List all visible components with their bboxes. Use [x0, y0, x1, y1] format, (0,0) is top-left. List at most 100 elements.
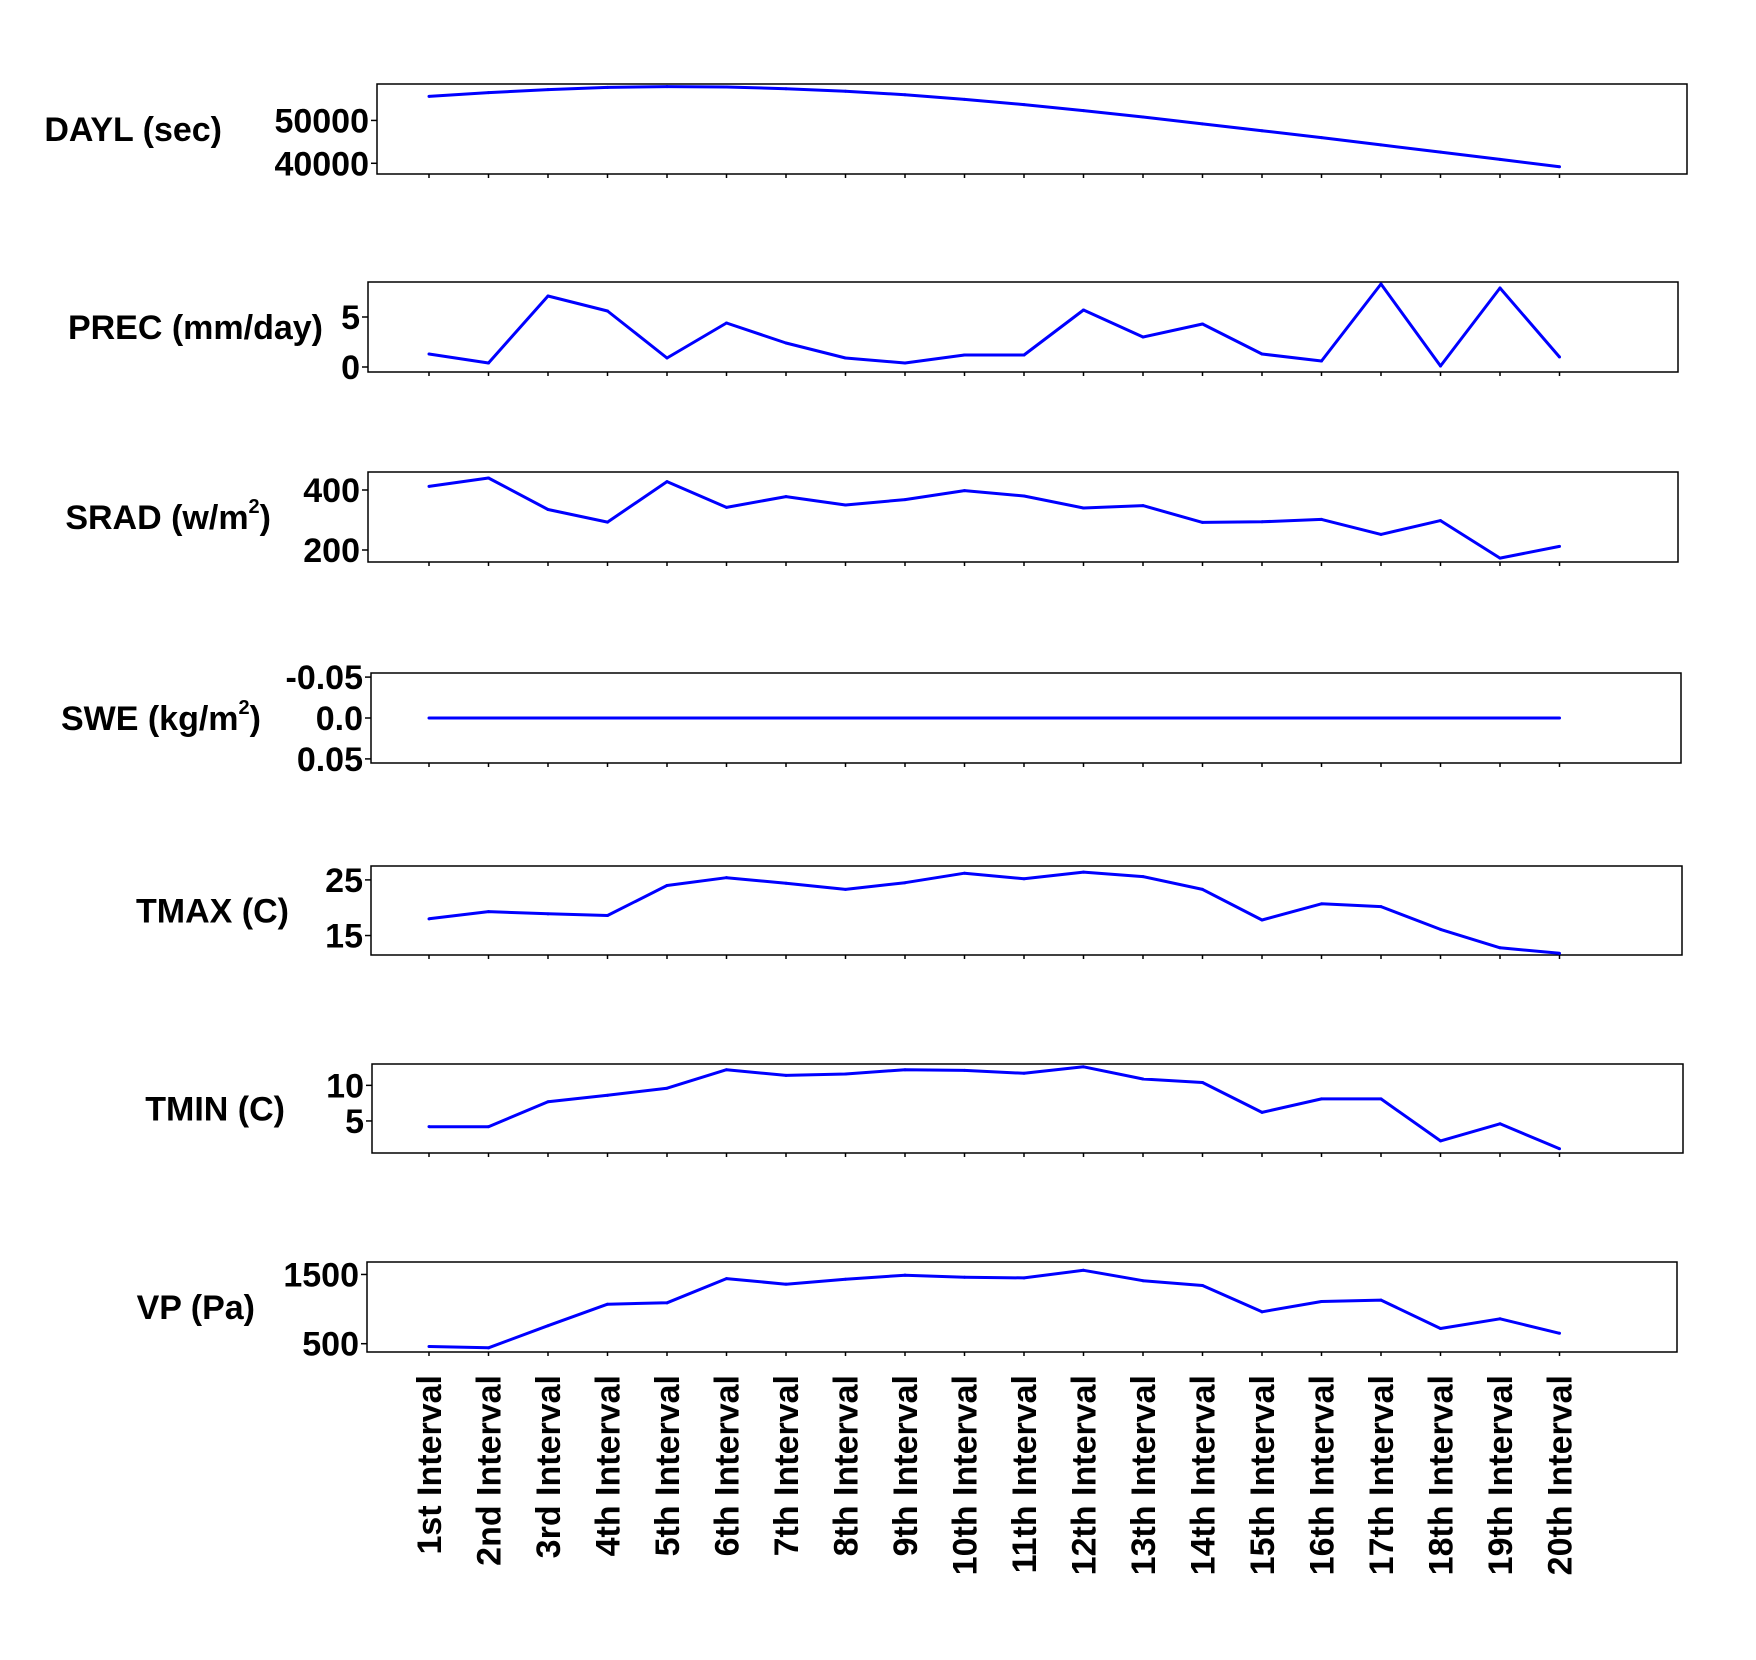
data-point [963, 1068, 966, 1072]
data-point [1082, 506, 1085, 510]
panel-label: VP (Pa) [137, 1289, 255, 1327]
data-point [1439, 927, 1442, 931]
data-point [725, 321, 728, 325]
panel-7: 1500 500 VP (Pa) [137, 1256, 1678, 1364]
x-axis-labels: 1st Interval 2nd Interval 3rd Interval 4th … [411, 1375, 1580, 1575]
data-point [725, 505, 728, 509]
data-point [1439, 519, 1442, 523]
data-point [606, 716, 609, 720]
data-point [1379, 1097, 1383, 1101]
x-tick-label: 7th Interval [768, 1375, 806, 1556]
data-point [1082, 1268, 1085, 1272]
y-tick-label: 0 [341, 349, 360, 387]
data-point [1260, 520, 1264, 524]
data-point [844, 887, 847, 891]
data-point [963, 97, 966, 101]
data-point [1082, 870, 1085, 874]
data-point [784, 881, 788, 885]
data-point [1320, 517, 1323, 521]
data-point [844, 503, 847, 507]
y-tick-label: 0.05 [297, 741, 363, 779]
y-tick-label: 40000 [274, 145, 369, 183]
data-point [1320, 902, 1323, 906]
data-point [1141, 716, 1145, 720]
panel-frame [367, 471, 1679, 563]
data-point [546, 508, 550, 511]
data-point [1141, 504, 1145, 508]
data-point [1260, 1110, 1264, 1114]
panel-4: -0.050.00.05 SWE (kg/m2) [61, 659, 1682, 779]
data-point [606, 520, 609, 524]
series-line [428, 282, 1561, 368]
data-point [546, 716, 550, 720]
data-point [1201, 122, 1204, 126]
panel-label-superscript: 2 [249, 496, 260, 518]
data-point [1201, 322, 1204, 326]
x-tick-label: 11th Interval [1006, 1375, 1044, 1573]
panel-label: TMIN (C) [145, 1091, 285, 1129]
y-tick-label: 5 [345, 1103, 364, 1141]
x-tick-label: 12th Interval [1066, 1375, 1104, 1575]
data-point [1201, 716, 1204, 720]
panel-label: PREC (mm/day) [68, 309, 323, 347]
series-line [428, 476, 1560, 560]
data-point [963, 871, 966, 875]
data-point [784, 87, 788, 91]
data-point [1022, 353, 1026, 357]
data-point [963, 716, 966, 720]
panel-frame [370, 865, 1683, 956]
data-point [725, 716, 728, 720]
data-point [1201, 520, 1204, 524]
data-point [725, 876, 728, 880]
y-tick-label: 5 [341, 299, 360, 337]
data-point [1379, 282, 1383, 286]
data-point [1379, 1298, 1383, 1302]
data-point [487, 910, 490, 914]
panel-label: SWE (kg/m2) [61, 697, 261, 738]
data-point [903, 1068, 907, 1072]
data-point [665, 85, 669, 89]
data-point [546, 88, 550, 92]
data-point [1439, 1139, 1442, 1143]
x-tick-label: 14th Interval [1185, 1375, 1223, 1575]
data-point [1260, 352, 1264, 356]
data-point [1498, 1122, 1502, 1126]
data-point [487, 1125, 490, 1129]
data-point [487, 91, 490, 95]
y-tick-label: 500 [302, 1326, 359, 1364]
series-line [428, 85, 1560, 169]
data-point [1201, 1081, 1204, 1085]
data-point [665, 716, 669, 720]
x-tick-label: 5th Interval [649, 1375, 687, 1556]
data-point [844, 1072, 847, 1076]
data-point [427, 1344, 431, 1348]
data-point [963, 1275, 966, 1279]
data-point [427, 1125, 431, 1129]
y-tick-label: 25 [325, 862, 363, 900]
x-tick-label: 3rd Interval [530, 1375, 568, 1558]
data-point [725, 85, 728, 89]
data-point [487, 716, 490, 720]
data-point [1082, 109, 1085, 113]
data-point [1320, 136, 1323, 140]
data-point [725, 1277, 728, 1281]
data-point [1141, 115, 1145, 119]
data-point [844, 1277, 847, 1281]
data-point [1022, 103, 1026, 107]
data-point [606, 1093, 609, 1097]
y-tick-label: 15 [325, 918, 363, 956]
data-point [606, 85, 609, 89]
data-point [1260, 716, 1264, 720]
data-point [665, 883, 669, 887]
panel-frame [366, 1261, 1678, 1353]
panel-label: TMAX (C) [136, 893, 289, 931]
series-line [428, 1268, 1560, 1350]
data-point [1558, 1147, 1561, 1151]
data-point [1022, 1071, 1026, 1075]
data-point [1082, 716, 1085, 720]
data-point [1022, 494, 1026, 498]
panel-label-superscript: 2 [239, 697, 250, 719]
data-point [1379, 905, 1383, 909]
data-point [1082, 1065, 1085, 1069]
